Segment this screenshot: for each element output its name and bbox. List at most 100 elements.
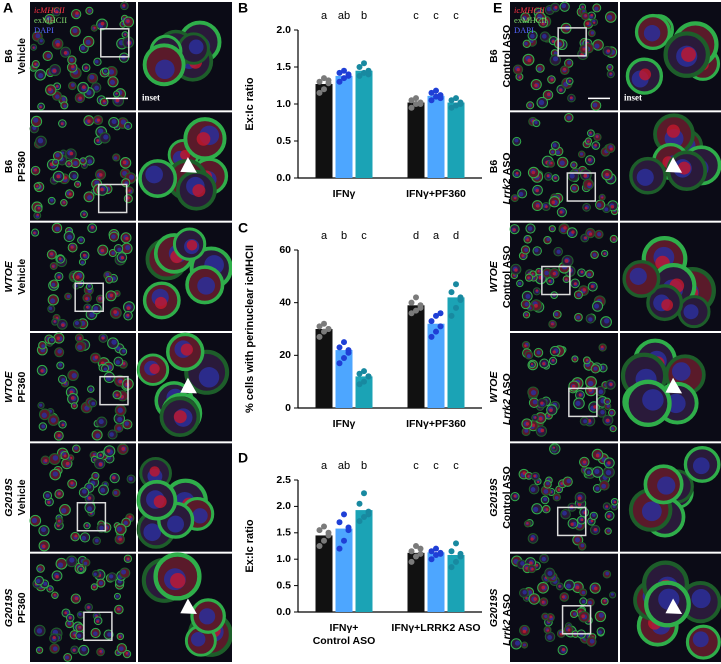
ic-mhcii [606,49,611,53]
treatment-gene: Lrrk2 [501,178,513,204]
data-point [316,323,323,330]
data-point [448,104,455,111]
ic-mhcii [534,416,537,419]
y-tick-label: 1.5 [276,61,291,73]
nucleus [81,535,87,541]
data-point [408,558,415,565]
nucleus [550,227,554,231]
row-label: B6Lrrk2 ASO [490,152,513,204]
nucleus [537,67,542,72]
ic-mhcii [551,200,556,205]
nucleus [555,150,561,155]
nucleus [530,33,535,39]
ic-mhcii [571,384,576,389]
ic-mhcii [571,230,575,234]
ic-mhcii [63,51,68,55]
ic-mhcii [100,248,105,253]
ic-mhcii [551,359,555,362]
bar [355,510,373,612]
ic-mhcii [68,616,72,620]
data-point [457,101,464,107]
nucleus [111,251,115,255]
ic-mhcii [113,310,118,314]
nucleus [587,272,592,277]
ic-mhcii [542,362,546,366]
inset-box [541,265,571,296]
nucleus [576,315,581,320]
nucleus [538,99,545,106]
nucleus [606,404,610,408]
bar [315,535,333,612]
nucleus [594,43,600,49]
ic-mhcii [538,416,543,421]
data-point [361,69,367,76]
nucleus [199,608,216,625]
bar [355,70,373,178]
data-point [457,294,464,301]
nucleus [581,590,586,595]
ic-mhcii [149,363,160,374]
nucleus [192,508,208,524]
nucleus [55,94,60,99]
nucleus [586,470,591,475]
nucleus [52,471,58,477]
ic-mhcii [563,67,566,71]
data-point [433,545,439,552]
data-point [417,545,424,552]
panel-label: D [238,450,248,466]
data-point [437,95,444,102]
stain-legend: icMHCII [514,5,546,15]
nucleus [579,152,584,156]
ic-mhcii [180,149,191,160]
nucleus [79,238,83,242]
ic-mhcii [106,449,111,453]
ic-mhcii [570,522,574,526]
nucleus [74,446,78,451]
ic-mhcii [530,537,534,541]
bar [315,84,333,178]
ic-mhcii [582,288,586,292]
ic-mhcii [531,567,534,571]
ic-mhcii [48,588,51,591]
nucleus [546,6,552,12]
image-row [510,333,721,442]
ic-mhcii [526,522,529,525]
ic-mhcii [590,13,594,17]
ic-mhcii [609,72,612,75]
ic-mhcii [578,393,582,397]
nucleus [109,432,114,437]
data-point [453,95,459,102]
ic-mhcii [56,336,61,340]
nucleus [594,303,600,309]
nucleus [610,592,614,596]
ic-mhcii [87,606,90,609]
ic-mhcii [101,336,105,340]
nucleus [530,487,536,492]
ic-mhcii [63,454,67,458]
data-point [365,71,372,78]
x-tick-label: IFNγ+LRRK2 ASO [391,622,480,634]
ic-mhcii [612,238,616,241]
nucleus [642,389,664,411]
nucleus [61,507,67,514]
data-point [356,72,363,79]
data-point [325,529,332,536]
nucleus [553,51,558,55]
nucleus [577,292,582,297]
strain-label: WTOE [490,371,500,403]
nucleus [188,39,204,55]
ic-mhcii [64,611,68,615]
data-point [365,511,372,518]
data-point [448,312,455,319]
nucleus [89,74,95,80]
ic-mhcii [61,423,65,427]
ic-mhcii [65,461,70,466]
nucleus [111,339,117,345]
nucleus [605,571,610,576]
ic-mhcii [55,575,59,579]
row-label: B6Control ASO [490,25,513,88]
significance-letter: d [413,230,419,242]
bar [427,552,445,612]
ic-mhcii [525,422,530,426]
ic-mhcii [32,46,35,49]
